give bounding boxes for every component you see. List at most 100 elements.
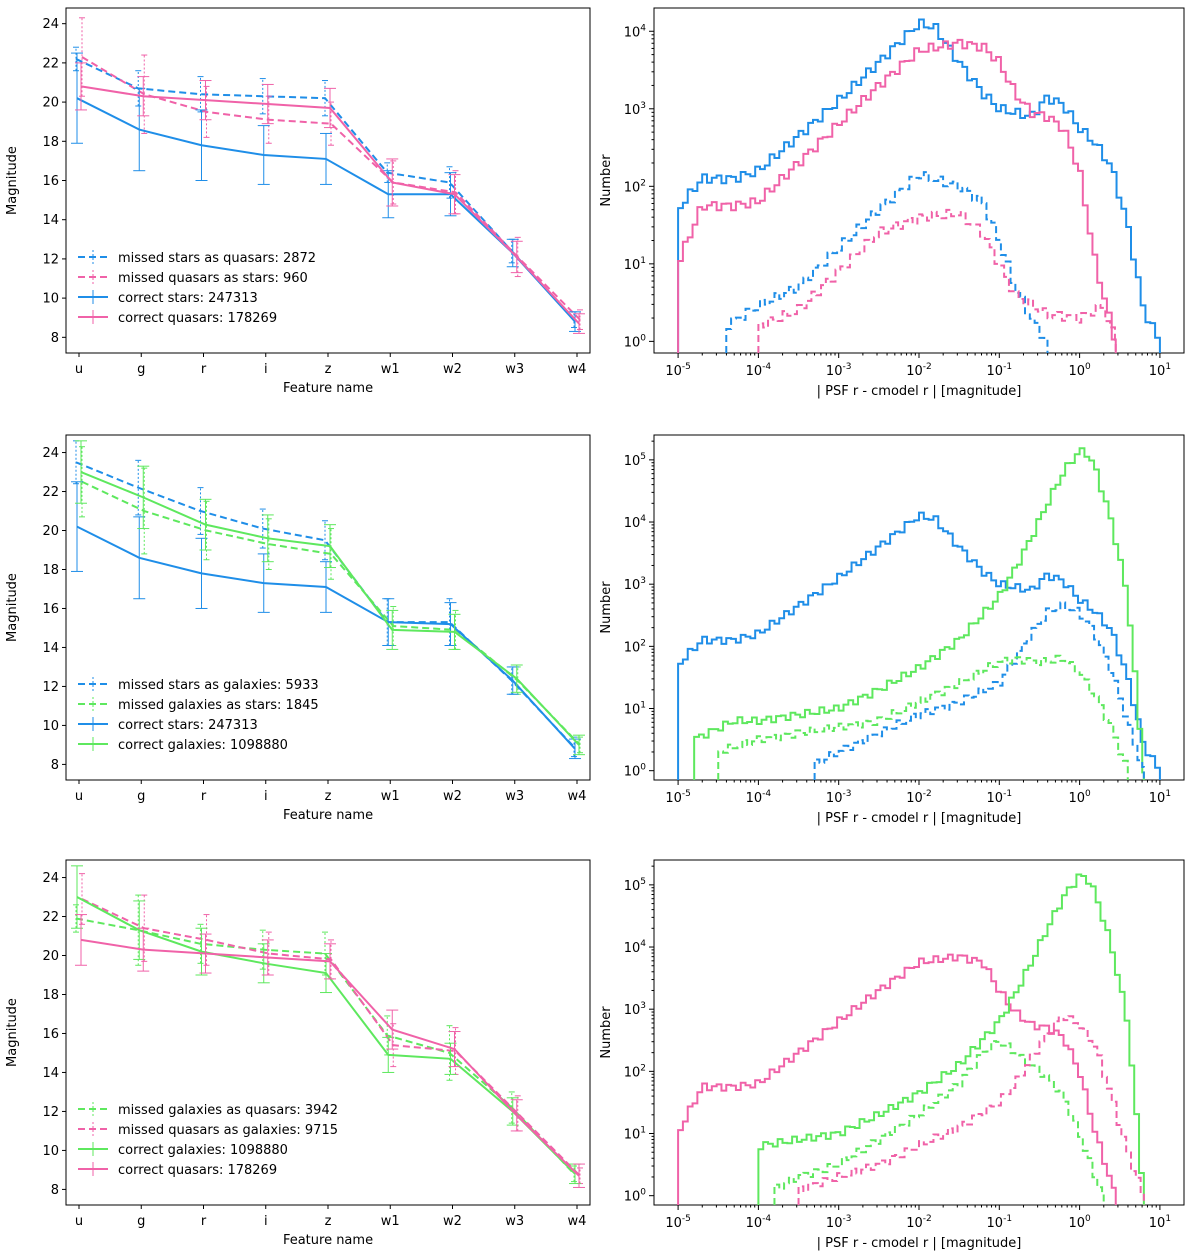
- x-tick-label: z: [325, 789, 332, 804]
- legend: missed stars as quasars: 2872 missed quas…: [78, 250, 316, 326]
- x-tick-label: 10-5: [665, 789, 691, 806]
- y-tick-label: 101: [624, 1126, 646, 1143]
- x-tick-label: r: [201, 362, 207, 377]
- y-tick-label: 18: [42, 135, 59, 150]
- x-tick-label: z: [325, 1214, 332, 1229]
- y-axis-label: Number: [599, 154, 614, 207]
- histogram-series-1: [677, 953, 1117, 1205]
- series-line: [81, 898, 581, 1177]
- y-tick-label: 16: [42, 602, 59, 617]
- y-tick-label: 22: [42, 485, 59, 500]
- y-tick-label: 8: [51, 331, 59, 346]
- y-tick-label: 18: [42, 563, 59, 578]
- x-axis-label: Feature name: [283, 808, 373, 823]
- y-axis-label: Magnitude: [5, 573, 20, 642]
- y-tick-label: 103: [624, 1001, 646, 1018]
- histogram-series-4: [717, 654, 1129, 780]
- x-tick-label: z: [325, 362, 332, 377]
- x-tick-label: w2: [443, 1214, 462, 1229]
- x-tick-label: 10-1: [987, 789, 1013, 806]
- x-tick-label: 10-4: [746, 1214, 772, 1231]
- x-tick-label: 10-3: [826, 789, 852, 806]
- x-tick-label: g: [137, 789, 145, 804]
- series-line: [80, 85, 580, 325]
- x-tick-label: 10-2: [906, 362, 932, 379]
- series-3: [71, 481, 581, 760]
- series-4: [75, 62, 585, 334]
- x-tick-label: 101: [1149, 789, 1171, 806]
- x-tick-label: w1: [381, 789, 400, 804]
- plot-frame: [653, 859, 1185, 1206]
- legend-entry: correct quasars: 178269: [118, 1163, 277, 1178]
- y-axis-label: Magnitude: [5, 146, 20, 215]
- series-line: [75, 58, 575, 321]
- legend-entry: correct stars: 247313: [118, 291, 258, 306]
- x-tick-label: u: [75, 789, 83, 804]
- y-axis-label: Magnitude: [5, 998, 20, 1067]
- legend-entry: correct stars: 247313: [118, 718, 258, 733]
- histogram-series-1: [677, 511, 1161, 780]
- y-tick-label: 104: [624, 23, 647, 40]
- y-tick-label: 12: [42, 1105, 59, 1120]
- series-line: [80, 938, 580, 1177]
- y-tick-label: 16: [42, 1027, 59, 1042]
- x-tick-label: 10-5: [665, 362, 691, 379]
- series-4: [75, 440, 585, 756]
- x-tick-label: w4: [568, 789, 587, 804]
- series-line: [81, 56, 581, 321]
- x-tick-label: 101: [1149, 1214, 1171, 1231]
- y-tick-label: 12: [42, 680, 59, 695]
- x-tick-label: w1: [381, 362, 400, 377]
- legend-entry: missed stars as galaxies: 5933: [118, 678, 319, 693]
- histogram-series-4: [797, 1015, 1145, 1205]
- x-tick-label: 10-2: [906, 1214, 932, 1231]
- x-tick-label: 10-5: [665, 1214, 691, 1231]
- legend-entry: missed quasars as stars: 960: [118, 271, 308, 286]
- x-tick-label: r: [201, 1214, 207, 1229]
- x-tick-label: 100: [1068, 789, 1091, 806]
- legend: missed galaxies as quasars: 3942 missed q…: [78, 1102, 338, 1178]
- y-tick-label: 10: [42, 292, 59, 307]
- y-tick-label: 105: [624, 452, 646, 469]
- panel-histogram-3: 10-5 10-4 10-3 10-2 10-1 100 101 100 101 102 103 10…: [599, 859, 1185, 1251]
- y-tick-label: 14: [42, 213, 59, 228]
- y-tick-label: 102: [624, 1063, 646, 1080]
- y-tick-label: 22: [42, 56, 59, 71]
- histogram-series-1: [677, 18, 1161, 353]
- x-tick-label: 10-2: [906, 789, 932, 806]
- histogram-series-4: [757, 208, 1117, 353]
- y-tick-label: 104: [624, 514, 647, 531]
- histogram-series-2: [757, 873, 1145, 1205]
- y-tick-label: 18: [42, 988, 59, 1003]
- series-4: [75, 914, 585, 1188]
- y-tick-label: 20: [42, 949, 59, 964]
- y-tick-label: 104: [624, 939, 647, 956]
- y-tick-label: 8: [51, 1183, 59, 1198]
- y-tick-label: 24: [42, 17, 59, 32]
- plot-frame: [653, 434, 1185, 781]
- y-tick-label: 24: [42, 446, 59, 461]
- plot-frame: [653, 7, 1185, 354]
- y-tick-label: 103: [624, 576, 646, 593]
- y-tick-label: 102: [624, 178, 646, 195]
- series-line: [76, 896, 576, 1175]
- x-tick-label: r: [201, 789, 207, 804]
- series-line: [76, 97, 576, 323]
- legend-entry: missed galaxies as stars: 1845: [118, 698, 319, 713]
- y-tick-label: 103: [624, 101, 646, 118]
- y-tick-label: 100: [624, 333, 647, 350]
- series-3: [71, 52, 581, 332]
- x-tick-label: w1: [381, 1214, 400, 1229]
- y-tick-label: 8: [51, 758, 59, 773]
- x-tick-label: g: [137, 1214, 145, 1229]
- x-tick-label: g: [137, 362, 145, 377]
- y-tick-label: 14: [42, 641, 59, 656]
- y-tick-label: 24: [42, 871, 59, 886]
- y-tick-label: 101: [624, 701, 646, 718]
- y-axis-label: Number: [599, 1006, 614, 1059]
- y-tick-label: 20: [42, 96, 59, 111]
- panel-histogram-2: 10-5 10-4 10-3 10-2 10-1 100 101 100 101 102 103 10…: [599, 434, 1185, 826]
- series-line: [80, 471, 580, 746]
- panel-magnitude-1: u g r i z w1 w2 w3 w4 8 10 12 14 16 18 20 22 24 Feature na…: [5, 7, 591, 396]
